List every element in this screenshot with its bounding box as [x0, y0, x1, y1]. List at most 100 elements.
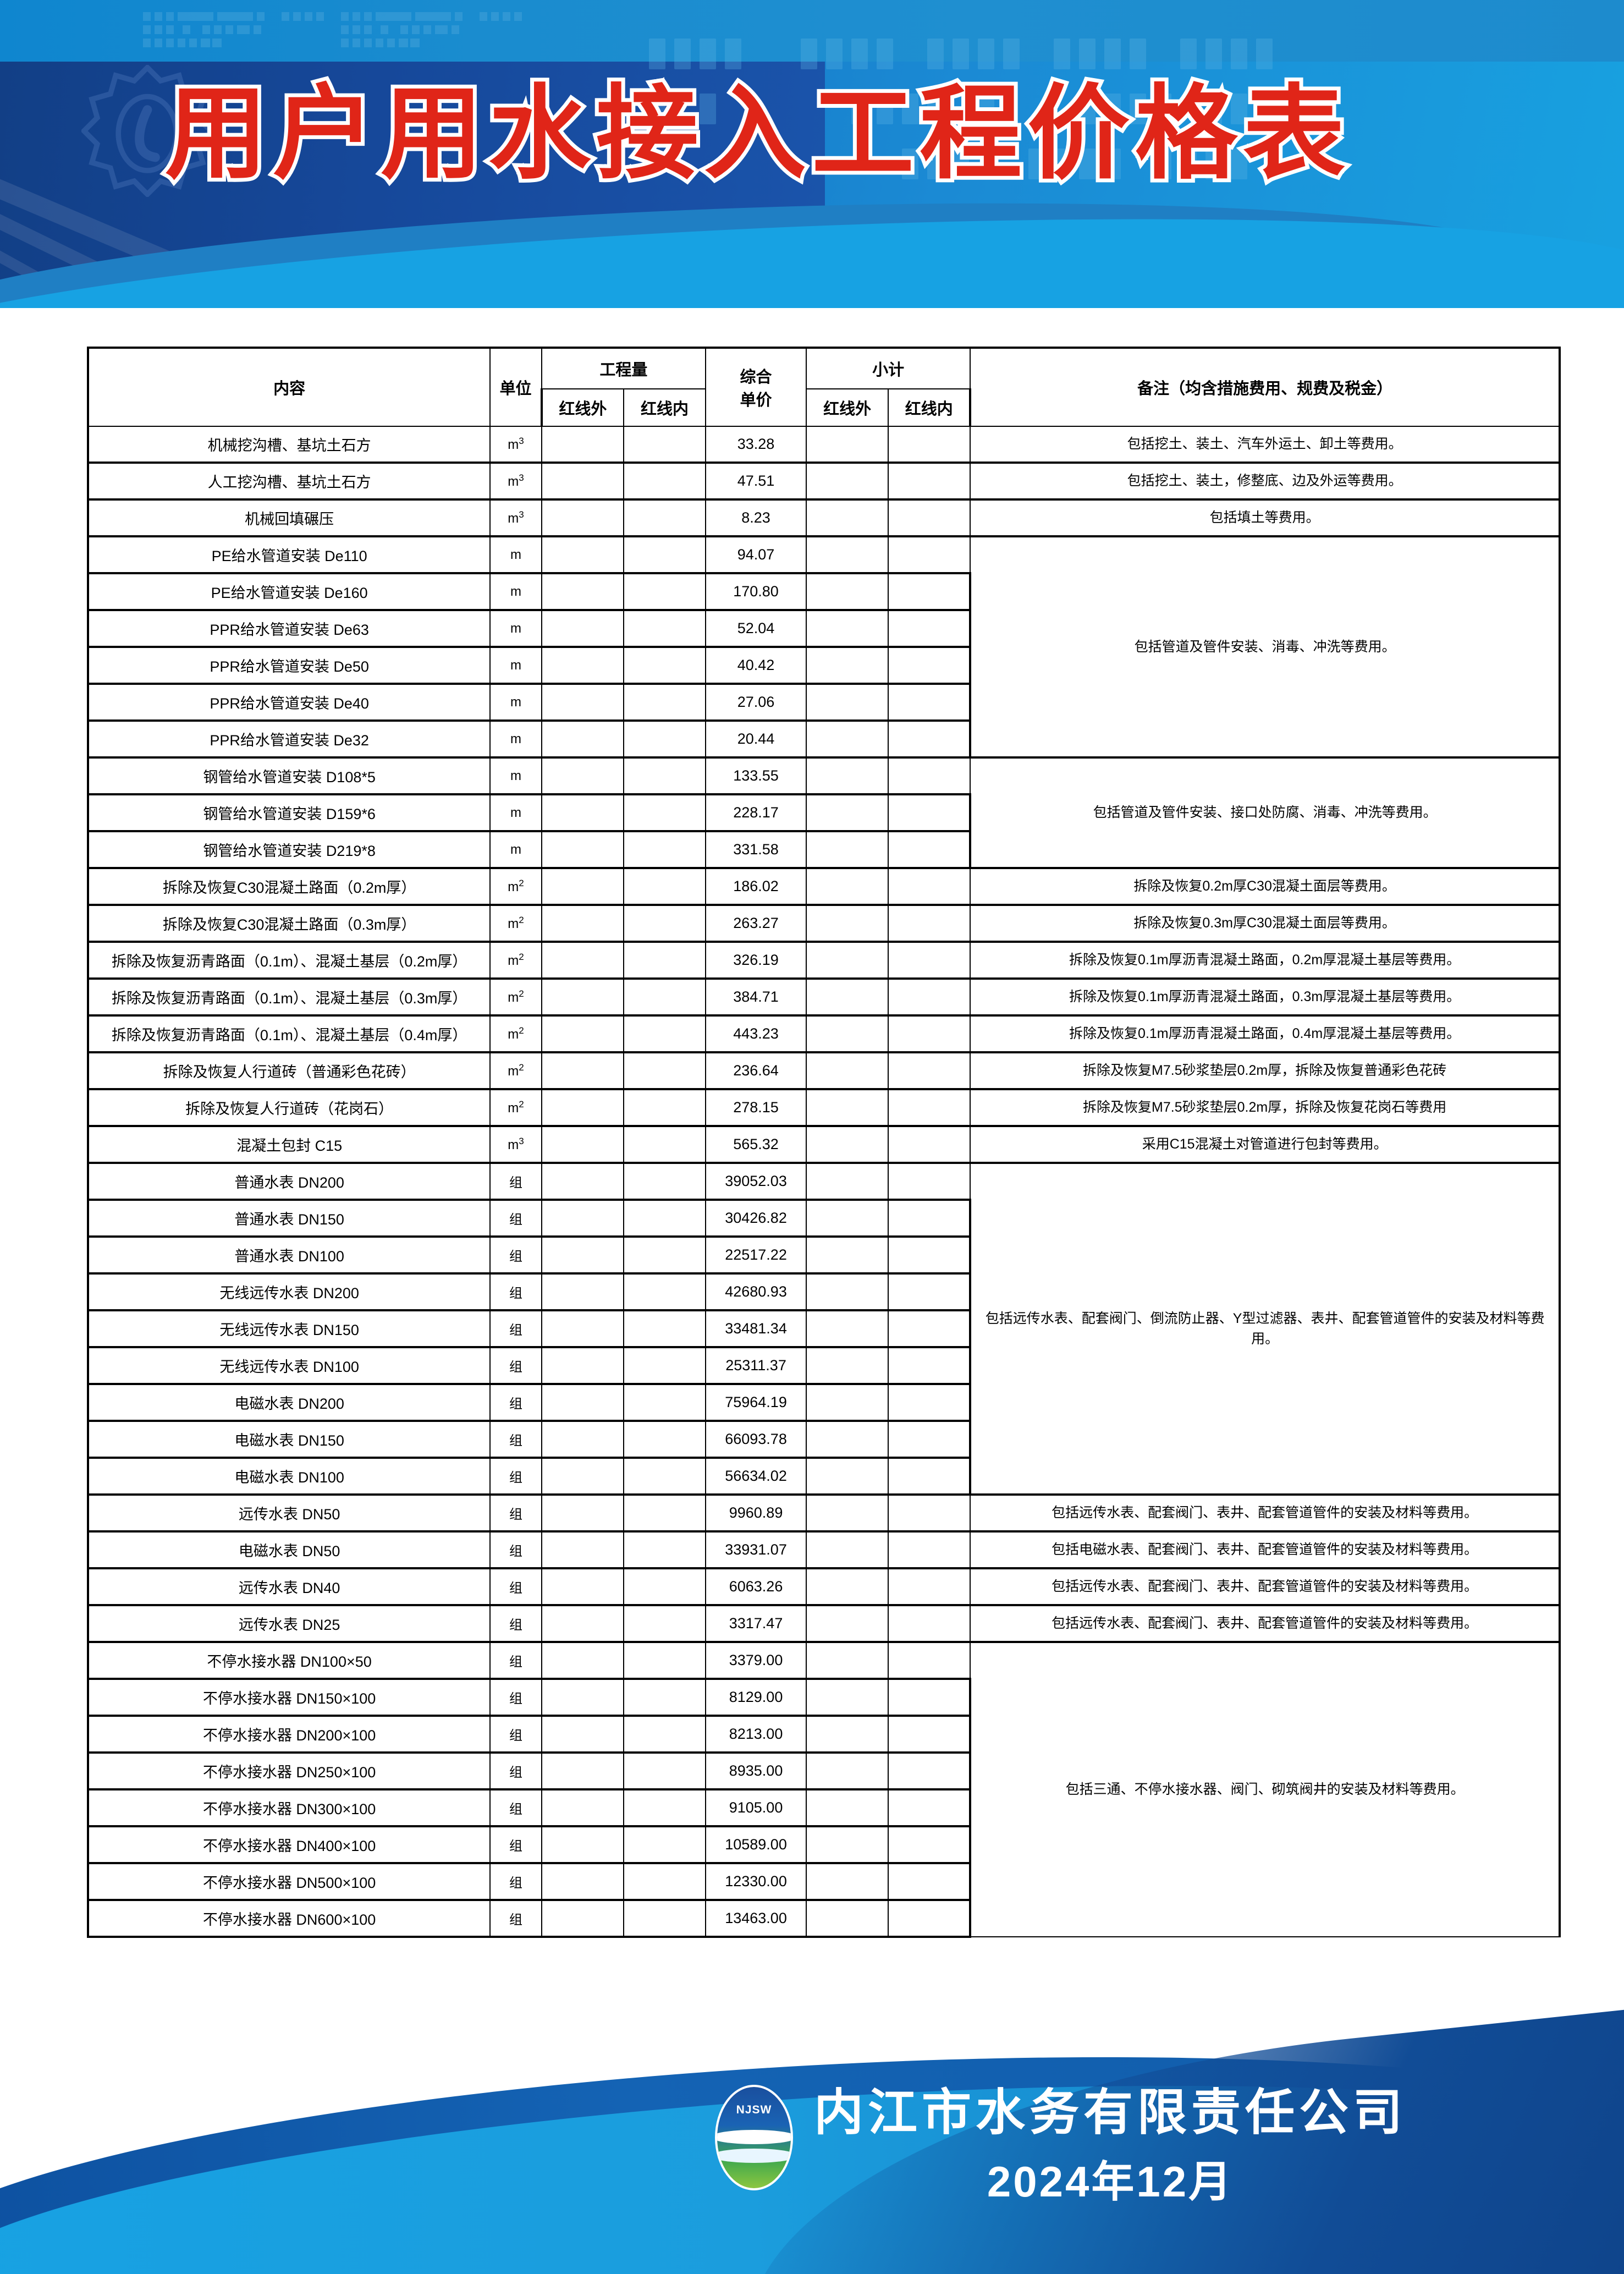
- cell-subtotal-inside: [888, 1383, 972, 1421]
- cell-quantity-outside: [541, 1678, 624, 1716]
- table-row: 拆除及恢复C30混凝土路面（0.2m厚） m2 186.02 拆除及恢复0.2m厚C3…: [86, 867, 1561, 905]
- cell-subtotal-inside: [888, 1678, 972, 1716]
- cell-content: 无线远传水表 DN200: [86, 1272, 491, 1311]
- cell-quantity-inside: [623, 1788, 707, 1827]
- cell-quantity-outside: [541, 1088, 624, 1127]
- unit-price-line2: 单价: [740, 392, 772, 409]
- table-row: 电磁水表 DN150 组 66093.78: [86, 1420, 1560, 1458]
- cell-quantity-inside: [623, 1420, 707, 1458]
- table-row: 拆除及恢复沥青路面（0.1m）、混凝土基层（0.3m厚） m2 384.71 拆除及恢…: [86, 977, 1561, 1016]
- cell-quantity-inside: [623, 1051, 707, 1090]
- cell-subtotal-outside: [806, 1272, 889, 1311]
- cell-remark: 拆除及恢复0.3m厚C30混凝土面层等费用。: [970, 904, 1561, 942]
- cell-remark: 包括管道及管件安装、消毒、冲洗等费用。: [970, 535, 1561, 758]
- cell-quantity-inside: [623, 1862, 707, 1901]
- cell-quantity-inside: [623, 683, 707, 721]
- cell-quantity-inside: [623, 1199, 707, 1237]
- cell-subtotal-outside: [806, 1051, 889, 1090]
- cell-subtotal-outside: [806, 1862, 889, 1901]
- company-name: 内江市水务有限责任公司: [814, 2085, 1407, 2140]
- table-head: 内容 单位 工程量 综合 单价 小计 备注（均含措施费用、规费及税金） 红线外 …: [86, 347, 1561, 427]
- cell-quantity-outside: [541, 904, 624, 942]
- cell-content: 不停水接水器 DN150×100: [86, 1678, 491, 1716]
- table-row: 不停水接水器 DN600×100 组 13463.00: [86, 1899, 1560, 1938]
- cell-unit-price: 13463.00: [705, 1899, 807, 1938]
- cell-content: 拆除及恢复C30混凝土路面（0.3m厚）: [86, 904, 491, 942]
- table-row: 电磁水表 DN100 组 56634.02: [86, 1457, 1560, 1495]
- cell-unit: m3: [489, 1125, 542, 1163]
- cell-unit: 组: [489, 1641, 542, 1679]
- cell-quantity-inside: [623, 1715, 707, 1753]
- cell-unit: 组: [489, 1567, 542, 1606]
- cell-quantity-inside: [623, 793, 707, 832]
- cell-unit: 组: [489, 1751, 542, 1790]
- cell-quantity-inside: [623, 977, 707, 1016]
- cell-subtotal-inside: [888, 941, 971, 979]
- cell-subtotal-outside: [806, 572, 889, 611]
- cell-unit: m2: [489, 1088, 542, 1127]
- cell-subtotal-inside: [888, 462, 971, 500]
- cell-subtotal-outside: [806, 426, 889, 463]
- cell-quantity-inside: [623, 1309, 707, 1348]
- table-row: 拆除及恢复沥青路面（0.1m）、混凝土基层（0.2m厚） m2 326.19 拆除及恢…: [86, 941, 1561, 979]
- cell-subtotal-outside: [806, 683, 889, 721]
- cell-subtotal-outside: [806, 1199, 889, 1237]
- table-body: 机械挖沟槽、基坑土石方 m3 33.28 包括挖土、装土、汽车外运土、卸土等费用。 人工…: [86, 426, 1561, 1938]
- cell-quantity-inside: [623, 609, 707, 647]
- cell-quantity-inside: [623, 1751, 707, 1790]
- cell-subtotal-inside: [888, 1199, 972, 1237]
- cell-subtotal-outside: [806, 1457, 889, 1495]
- cell-content: 普通水表 DN200: [86, 1162, 491, 1200]
- cell-quantity-inside: [623, 1346, 707, 1385]
- cell-quantity-inside: [623, 1825, 707, 1864]
- cell-quantity-inside: [623, 1899, 707, 1938]
- cell-quantity-outside: [541, 1051, 624, 1090]
- cell-quantity-outside: [541, 462, 624, 500]
- cell-unit-price: 565.32: [705, 1125, 807, 1163]
- title-container: 用户用水接入工程价格表: [161, 70, 1485, 197]
- cell-quantity-inside: [623, 1383, 707, 1421]
- cell-content: 电磁水表 DN100: [86, 1457, 491, 1495]
- cell-subtotal-inside: [888, 535, 971, 574]
- cell-unit: 组: [489, 1788, 542, 1827]
- cell-content: PE给水管道安装 De160: [86, 572, 491, 611]
- cell-unit: 组: [489, 1272, 542, 1311]
- cell-unit-price: 33931.07: [705, 1530, 807, 1569]
- cell-unit: 组: [489, 1162, 542, 1200]
- cell-content: 无线远传水表 DN150: [86, 1309, 491, 1348]
- cell-subtotal-inside: [888, 1420, 972, 1458]
- cell-unit-price: 8935.00: [705, 1751, 807, 1790]
- cell-unit-price: 3317.47: [705, 1604, 807, 1643]
- cell-unit: 组: [489, 1383, 542, 1421]
- cell-remark: 包括远传水表、配套阀门、表井、配套管道管件的安装及材料等费用。: [970, 1604, 1561, 1643]
- cell-quantity-inside: [623, 1567, 707, 1606]
- cell-unit: m2: [489, 941, 542, 979]
- cell-quantity-outside: [541, 867, 624, 905]
- cell-quantity-inside: [623, 830, 707, 869]
- cell-quantity-inside: [623, 646, 707, 684]
- cell-quantity-inside: [623, 572, 707, 611]
- cell-subtotal-inside: [888, 1788, 972, 1827]
- cell-content: 拆除及恢复沥青路面（0.1m）、混凝土基层（0.3m厚）: [86, 977, 491, 1016]
- cell-subtotal-outside: [806, 1825, 889, 1864]
- cell-quantity-outside: [541, 830, 624, 869]
- cell-subtotal-outside: [806, 462, 889, 500]
- cell-remark: 包括三通、不停水接水器、阀门、砌筑阀井的安装及材料等费用。: [970, 1641, 1561, 1937]
- table-row: PPR给水管道安装 De40 m 27.06: [86, 683, 1560, 721]
- table-row: 普通水表 DN100 组 22517.22: [86, 1235, 1560, 1274]
- cell-subtotal-outside: [806, 1383, 889, 1421]
- cell-content: 不停水接水器 DN400×100: [86, 1825, 491, 1864]
- cell-unit: 组: [489, 1678, 542, 1716]
- cell-unit-price: 384.71: [705, 977, 807, 1016]
- cell-quantity-inside: [623, 1014, 707, 1053]
- cell-unit: m2: [489, 904, 542, 942]
- cell-content: PE给水管道安装 De110: [86, 535, 491, 574]
- cell-unit: 组: [489, 1715, 542, 1753]
- cell-content: 远传水表 DN25: [86, 1604, 491, 1643]
- cell-unit-price: 331.58: [705, 830, 807, 869]
- cell-unit-price: 25311.37: [705, 1346, 807, 1385]
- cell-quantity-outside: [541, 719, 624, 758]
- table-row: 混凝土包封 C15 m3 565.32 采用C15混凝土对管道进行包封等费用。: [86, 1125, 1561, 1163]
- cell-content: 不停水接水器 DN250×100: [86, 1751, 491, 1790]
- table-row: PE给水管道安装 De160 m 170.80: [86, 572, 1560, 611]
